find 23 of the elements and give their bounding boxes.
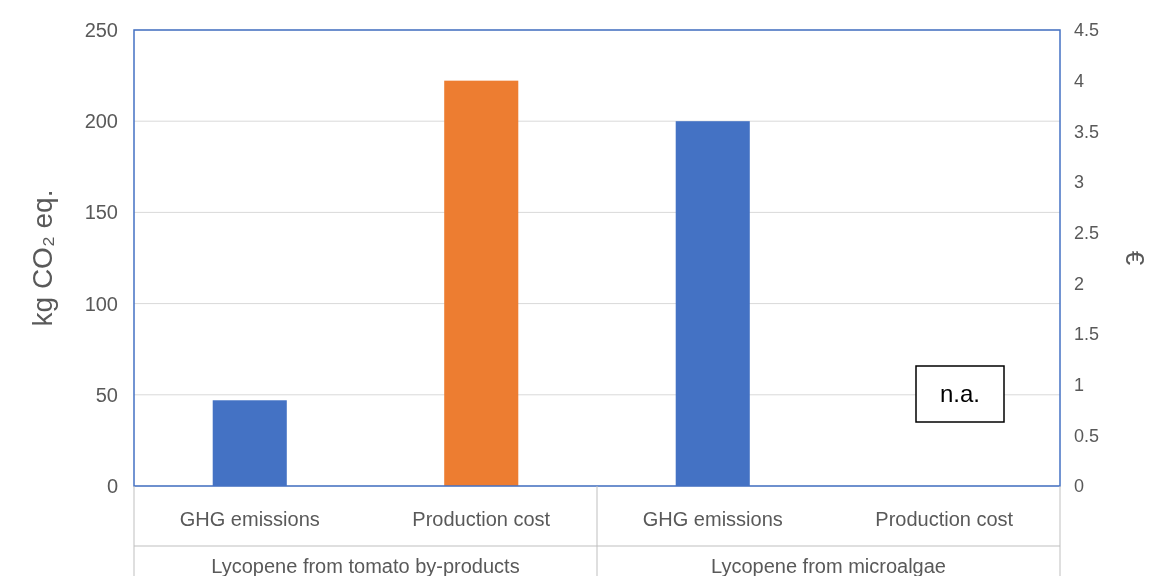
y-tick-label: 50 xyxy=(95,383,118,406)
y2-tick-label: 3 xyxy=(1074,172,1085,193)
annotation: n.a. xyxy=(939,380,981,408)
y2-tick-label: 4 xyxy=(1074,70,1085,91)
y-tick-label: 250 xyxy=(84,19,118,41)
y-tick-label: 150 xyxy=(84,201,118,224)
x-tick-label: GHG emissions xyxy=(642,508,783,530)
y-tick-label: 200 xyxy=(84,110,118,133)
y2-tick-label: 0.5 xyxy=(1074,425,1100,446)
y-tick-label: 100 xyxy=(84,292,118,315)
x-tick-label: GHG emissions xyxy=(179,508,320,530)
y-axis-title: kg CO₂ eq. xyxy=(27,189,58,327)
y-tick-label: 0 xyxy=(106,475,118,497)
y2-tick-label: 2.5 xyxy=(1074,222,1100,243)
y2-tick-label: 0 xyxy=(1074,476,1085,497)
y2-tick-label: 4.5 xyxy=(1074,20,1100,41)
y2-tick-label: 2 xyxy=(1074,273,1085,294)
y2-tick-label: 3.5 xyxy=(1074,121,1100,142)
x-tick-label: Production cost xyxy=(412,508,551,530)
x-tick-label: Production cost xyxy=(875,508,1014,530)
y2-tick-label: 1 xyxy=(1074,374,1085,395)
y2-tick-label: 1.5 xyxy=(1074,324,1100,345)
y2-axis-title: € xyxy=(1120,250,1150,266)
